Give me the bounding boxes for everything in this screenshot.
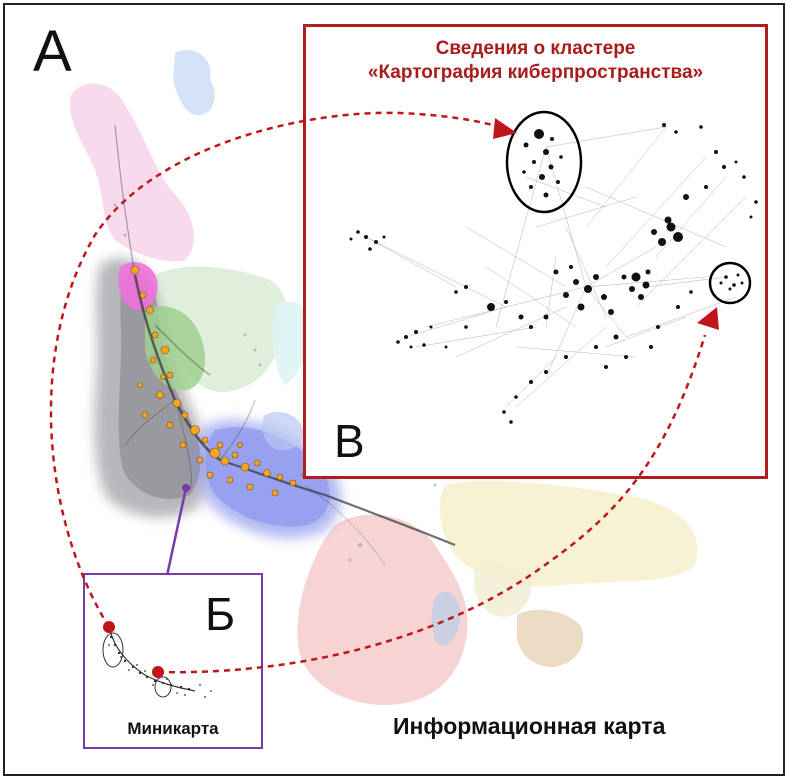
cluster-edges [365,126,747,408]
region-light-blue [173,50,215,116]
minimap-network [108,629,212,698]
inset-title-line2: «Картография киберпространства» [367,62,704,83]
region-pink [69,83,195,262]
information-map-caption: Информационная карта [393,713,666,739]
minimap-graph [102,629,212,698]
information-map-figure: А Сведения о кластере «Картография кибер… [3,3,785,776]
region-tan [516,609,584,667]
cluster-inset-panel: Сведения о кластере «Картография киберпр… [303,24,768,479]
cluster-network-graph [349,110,758,424]
minimap-ellipse-top [102,632,124,668]
panel-letter-v: В [334,415,365,467]
minimap-caption: Миникарта [127,719,219,738]
inset-title-line1: Сведения о кластере [435,38,636,59]
minimap-ellipse-bottom [154,676,172,698]
minimap-panel: Миникарта [83,573,263,749]
panel-letter-b: Б [205,588,236,640]
inset-title: Сведения о кластере «Картография киберпр… [306,37,765,85]
cluster-highlight-ellipse-top [505,110,583,214]
cluster-highlight-circle-right [708,261,752,305]
panel-letter-a: А [33,19,72,84]
